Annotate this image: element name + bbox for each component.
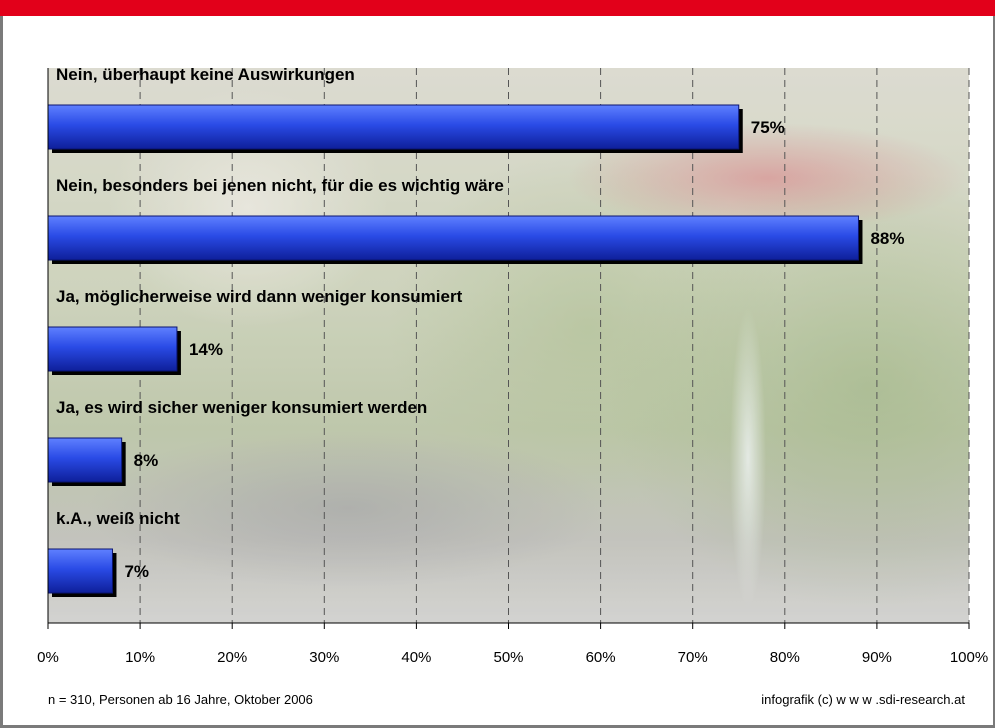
x-tick-label: 10% [125, 649, 155, 666]
x-tick-label: 0% [37, 649, 59, 666]
category-label: Ja, es wird sicher weniger konsumiert we… [56, 398, 427, 417]
x-tick-label: 80% [770, 649, 800, 666]
value-label: 75% [751, 118, 785, 137]
value-label: 8% [134, 451, 159, 470]
bar [47, 437, 123, 483]
x-tick-label: 70% [678, 649, 708, 666]
value-label: 14% [189, 340, 223, 359]
x-tick-label: 40% [401, 649, 431, 666]
x-tick-label: 100% [950, 649, 988, 666]
bar [47, 215, 859, 261]
header-bar [0, 0, 995, 16]
category-label: k.A., weiß nicht [56, 509, 180, 528]
x-tick-label: 30% [309, 649, 339, 666]
value-label: 7% [124, 562, 149, 581]
x-axis: 0% 10% 20% 30% 40% 50% 60% 70% 80% 90% 100% [37, 68, 988, 666]
category-label: Nein, besonders bei jenen nicht, für die… [56, 176, 504, 195]
category-label: Ja, möglicherweise wird dann weniger kon… [56, 287, 463, 306]
x-tick-label: 90% [862, 649, 892, 666]
sample-note: n = 310, Personen ab 16 Jahre, Oktober 2… [48, 692, 313, 707]
bars: Nein, überhaupt keine Auswirkungen 75% Nei… [47, 65, 905, 597]
bar [47, 326, 178, 372]
category-label: Nein, überhaupt keine Auswirkungen [56, 65, 355, 84]
bar [47, 104, 740, 150]
x-tick-label: 60% [586, 649, 616, 666]
x-tick-label: 50% [493, 649, 523, 666]
x-tick-label: 20% [217, 649, 247, 666]
grid-lines [139, 68, 970, 623]
bar [47, 548, 113, 594]
value-label: 88% [870, 229, 904, 248]
credit-note: infografik (c) w w w .sdi-research.at [761, 692, 965, 707]
